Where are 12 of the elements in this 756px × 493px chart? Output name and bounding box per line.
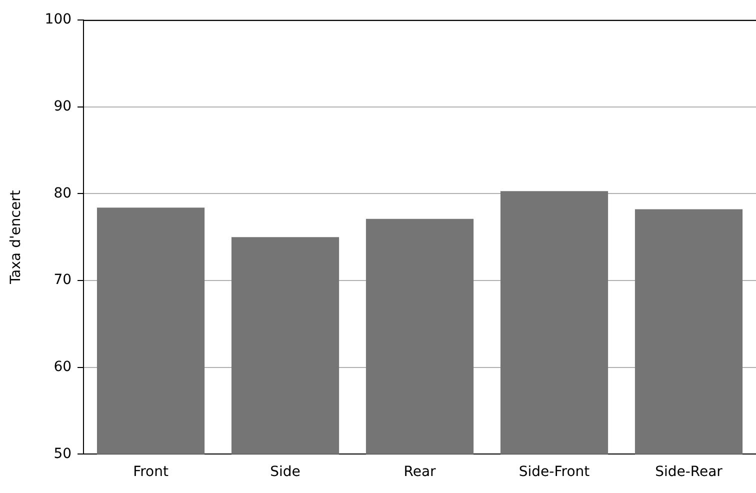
x-tick-label: Front [133, 464, 169, 480]
x-tick-label: Side-Front [518, 464, 590, 480]
x-tick-label: Side [270, 464, 300, 480]
x-tick-label: Rear [404, 464, 436, 480]
y-tick-label: 70 [54, 272, 72, 288]
y-tick-label: 60 [54, 359, 72, 375]
y-axis-title: Taxa d'encert [8, 190, 24, 286]
y-tick-label: 100 [44, 12, 72, 28]
y-tick-label: 50 [54, 446, 72, 462]
y-tick-label: 90 [54, 98, 72, 114]
y-tick-label: 80 [54, 185, 72, 202]
x-tick-label: Side-Rear [655, 464, 723, 480]
